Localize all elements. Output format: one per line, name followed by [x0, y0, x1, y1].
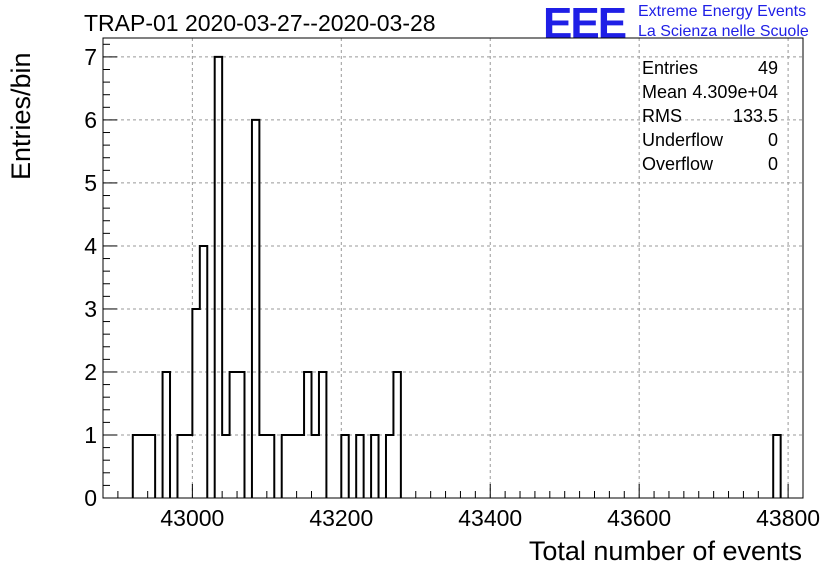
x-tick-label: 43800: [756, 505, 820, 531]
histogram-bin: [215, 57, 222, 498]
x-axis-label: Total number of events: [528, 536, 802, 566]
axis-ticks: 0 1 2 3 4 5 6 7 43000 43200 43400 43600 43800: [84, 43, 820, 531]
stats-label: RMS: [642, 106, 682, 126]
y-tick-label: 6: [84, 107, 97, 133]
histogram-bin: [267, 435, 274, 498]
y-tick-label: 4: [84, 233, 97, 259]
stats-value: 133.5: [732, 106, 778, 126]
histogram-bin: [222, 435, 229, 498]
histogram-outline: [131, 55, 782, 498]
stats-label: Mean: [642, 82, 688, 102]
y-tick-label: 1: [84, 422, 97, 448]
histogram-bins: [131, 55, 782, 498]
histogram-bin: [259, 435, 266, 498]
logo-line-2: La Scienza nelle Scuole: [638, 23, 809, 40]
stats-value: 49: [757, 58, 778, 78]
y-tick-label: 7: [84, 44, 97, 70]
histogram-bin: [282, 435, 289, 498]
y-tick-label: 5: [84, 170, 97, 196]
histogram-bin: [289, 435, 296, 498]
stats-label: Underflow: [642, 130, 724, 150]
stats-value: 0: [767, 154, 778, 174]
histogram-bin: [185, 435, 192, 498]
plot-frame: [102, 37, 804, 499]
histogram-bin: [356, 435, 363, 498]
histogram-bin: [140, 435, 147, 498]
stats-label: Overflow: [642, 154, 714, 174]
x-tick-label: 43400: [458, 505, 522, 531]
histogram-bin: [371, 435, 378, 498]
y-tick-label: 0: [84, 485, 97, 511]
histogram-bin: [192, 309, 199, 498]
x-tick-label: 43200: [309, 505, 373, 531]
histogram-bin: [386, 435, 393, 498]
stats-label: Entries: [642, 58, 699, 78]
logo-mark: EEE: [543, 2, 626, 42]
y-tick-label: 2: [84, 359, 97, 385]
chart-title: TRAP-01 2020-03-27--2020-03-28: [84, 10, 436, 36]
histogram-bin: [177, 435, 184, 498]
histogram-bin: [341, 435, 348, 498]
y-tick-label: 3: [84, 296, 97, 322]
histogram-bin: [148, 435, 155, 498]
histogram-bin: [773, 435, 780, 498]
histogram-bin: [133, 435, 140, 498]
eee-logo: EEE: [543, 2, 628, 42]
grid-lines: [103, 38, 803, 498]
stats-value: 0: [767, 130, 778, 150]
x-tick-label: 43000: [160, 505, 224, 531]
x-tick-label: 43600: [607, 505, 671, 531]
stats-value: 4.309e+04: [692, 82, 778, 102]
logo-line-1: Extreme Energy Events: [638, 3, 807, 20]
histogram-bin: [297, 435, 304, 498]
histogram-bin: [312, 435, 319, 498]
